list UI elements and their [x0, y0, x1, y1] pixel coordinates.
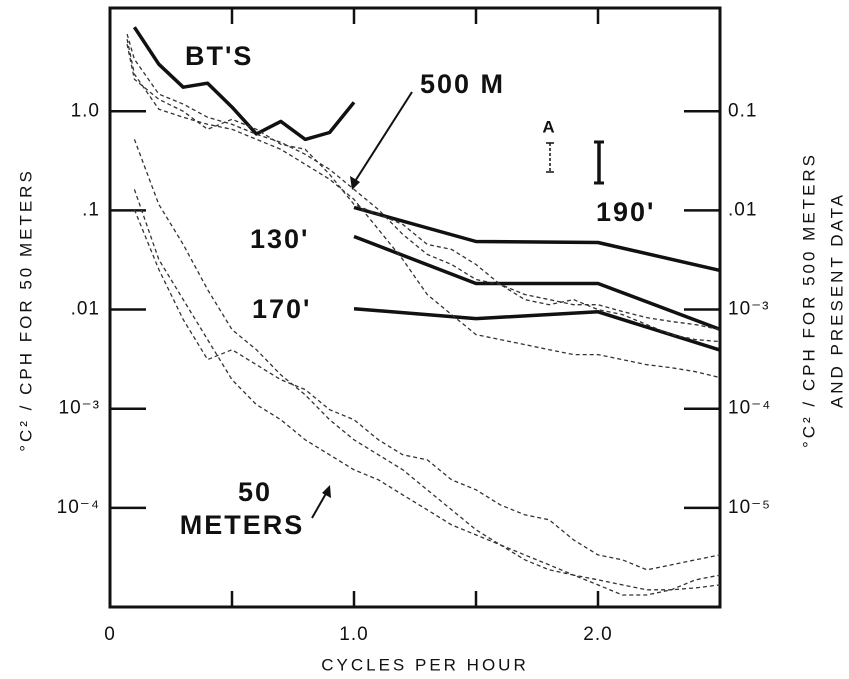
dashed-line: [133, 189, 721, 596]
y2-tick-label: 10⁻⁵: [728, 497, 771, 518]
solid-line: [353, 306, 721, 352]
solid-line: [132, 26, 356, 142]
y2-tick-label: 0.1: [728, 100, 757, 121]
error-bars: [546, 140, 604, 185]
annotation: METERS: [180, 510, 305, 540]
annotation: 50: [238, 477, 272, 507]
arrow-head: [322, 485, 331, 498]
series-label: BT'S: [185, 41, 253, 71]
dashed-line: [126, 44, 721, 343]
arrow-head: [350, 176, 360, 190]
y-tick-label: .1: [82, 199, 100, 220]
y2-tick-label: 10⁻⁴: [728, 398, 771, 419]
y2-axis-label: AND PRESENT DATA: [827, 192, 846, 408]
x-tick-label: 1.0: [339, 624, 368, 645]
y-axis-label: °C² / CPH FOR 50 METERS: [16, 168, 35, 452]
x-axis-label: CYCLES PER HOUR: [321, 655, 528, 674]
plot-frame: [108, 6, 722, 609]
annotation: 500 M: [420, 69, 505, 99]
arrow: [351, 91, 413, 187]
annotation: A: [542, 117, 555, 136]
series-label: 130': [250, 224, 309, 254]
x-tick-label: 0: [104, 624, 116, 645]
y2-tick-label: .01: [728, 199, 757, 220]
dashed-line: [126, 33, 721, 331]
dashed-line: [126, 39, 721, 379]
series-label: 170': [252, 294, 311, 324]
y-tick-label: .01: [71, 299, 100, 320]
y2-axis-label: °C² / CPH FOR 500 METERS: [799, 152, 818, 448]
y2-tick-label: 10⁻³: [728, 299, 770, 320]
y-tick-label: 10⁻³: [59, 398, 101, 419]
series-label: 190': [596, 197, 655, 227]
x-tick-label: 2.0: [583, 624, 612, 645]
solid-line: [353, 234, 721, 332]
dashed-line: [133, 139, 721, 591]
solid-line: [353, 205, 721, 273]
dashed-line: [133, 209, 721, 571]
y-tick-label: 10⁻⁴: [57, 497, 100, 518]
y-tick-label: 1.0: [71, 100, 100, 121]
